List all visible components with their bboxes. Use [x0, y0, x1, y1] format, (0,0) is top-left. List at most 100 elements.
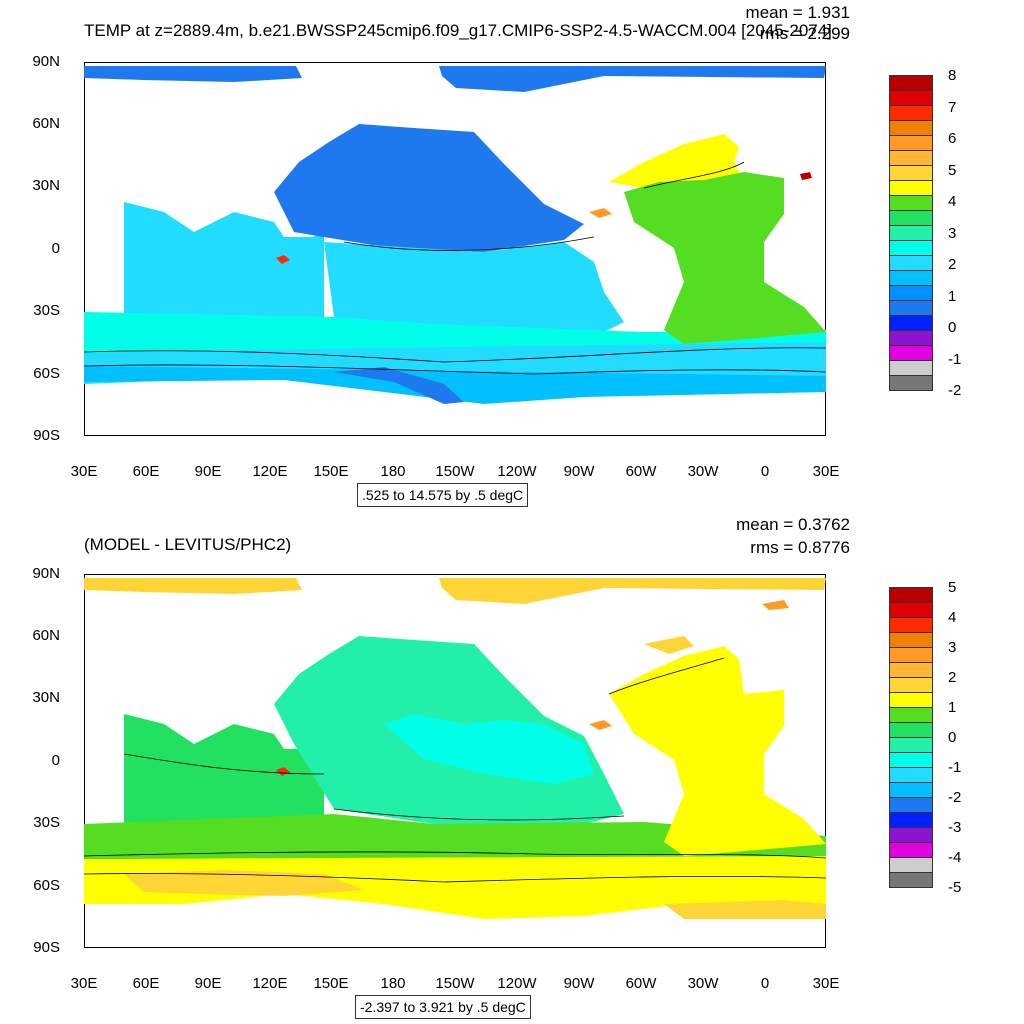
- tropical-pacific-region: [384, 714, 594, 784]
- lon-tick-label: 120E: [252, 975, 288, 992]
- colorbar-label: 5: [948, 161, 957, 179]
- colorbar-swatch: [889, 195, 933, 211]
- lat-tick-label: 0: [51, 752, 60, 769]
- colorbar-label: -2: [948, 789, 962, 806]
- contour-line: [643, 161, 745, 189]
- colorbar-swatch: [889, 180, 933, 196]
- rms-stat: rms = 2.299: [759, 24, 850, 43]
- lon-tick-label: 90W: [563, 463, 595, 480]
- north-pacific-region: [274, 124, 584, 252]
- colorbar-swatch: [889, 210, 933, 226]
- mean-stat: mean = 1.931: [745, 3, 850, 22]
- lon-tick-label: 30E: [812, 975, 840, 992]
- lon-tick-label: 0: [760, 975, 770, 992]
- colorbar-swatch: [889, 587, 933, 603]
- colorbar-label: -4: [948, 849, 962, 866]
- colorbar-swatch: [889, 150, 933, 166]
- red-sea-region: [276, 767, 290, 776]
- colorbar-swatch: [889, 857, 933, 873]
- colorbar-label: 0: [948, 319, 957, 336]
- colorbar-label: 8: [948, 67, 957, 84]
- colorbar-swatch: [889, 345, 933, 361]
- colorbar-swatch: [889, 120, 933, 136]
- contour-range-label: .525 to 14.575 by .5 degC: [357, 483, 529, 507]
- mediterranean-region: [589, 208, 612, 218]
- lon-tick-label: 60E: [132, 463, 160, 480]
- colorbar-label: 2: [948, 669, 957, 686]
- colorbar-label: 5: [948, 579, 957, 596]
- colorbar-swatch: [889, 225, 933, 241]
- lon-tick-label: 60W: [625, 463, 657, 480]
- colorbar-label: 1: [948, 699, 957, 716]
- marginal-sea-region: [800, 172, 812, 180]
- lat-tick-label: 90N: [32, 53, 60, 70]
- lon-tick-label: 120W: [497, 975, 537, 992]
- colorbar-label: 2: [948, 256, 957, 273]
- lon-tick-label: 30E: [70, 975, 98, 992]
- ocean-temperature-map: [84, 66, 826, 404]
- arctic-region: [84, 578, 302, 594]
- lon-tick-label: 0: [760, 463, 770, 480]
- lon-tick-label: 180: [380, 463, 406, 480]
- colorbar-label: 7: [948, 98, 957, 116]
- contour-line: [123, 753, 325, 775]
- colorbar: [889, 587, 933, 888]
- lon-tick-label: 90E: [194, 975, 222, 992]
- colorbar-swatch: [889, 737, 933, 753]
- lon-tick-label: 150W: [435, 463, 475, 480]
- colorbar-swatch: [889, 647, 933, 663]
- lon-tick-label: 120W: [497, 463, 537, 480]
- colorbar-swatch: [889, 722, 933, 738]
- panel-title: TEMP at z=2889.4m, b.e21.BWSSP245cmip6.f…: [84, 21, 832, 40]
- colorbar: [889, 75, 933, 391]
- lon-tick-label: 60E: [132, 975, 160, 992]
- lat-tick-label: 60S: [33, 365, 60, 382]
- red-sea-region: [276, 255, 290, 264]
- lon-tick-label: 30E: [70, 463, 98, 480]
- colorbar-swatch: [889, 75, 933, 91]
- colorbar-swatch: [889, 662, 933, 678]
- colorbar-swatch: [889, 375, 933, 391]
- colorbar-label: -3: [948, 819, 962, 836]
- lon-tick-label: 150E: [313, 975, 349, 992]
- atlantic-region: [624, 172, 826, 344]
- colorbar-swatch: [889, 827, 933, 843]
- colorbar-label: -1: [948, 759, 962, 776]
- temperature-bias-map: [84, 578, 826, 919]
- lat-tick-label: 30N: [32, 689, 60, 706]
- arctic-region: [439, 578, 826, 604]
- colorbar-label: -1: [948, 350, 962, 368]
- lon-tick-label: 150W: [435, 975, 475, 992]
- lon-tick-label: 150E: [313, 463, 349, 480]
- colorbar-swatch: [889, 315, 933, 331]
- mediterranean-region: [589, 720, 612, 730]
- colorbar-swatch: [889, 617, 933, 633]
- arctic-region: [439, 66, 826, 92]
- indian-ocean-region: [124, 714, 324, 829]
- contour-line: [84, 851, 826, 859]
- colorbar-swatch: [889, 105, 933, 121]
- lat-tick-label: 30S: [33, 302, 60, 319]
- atlantic-region: [609, 646, 826, 856]
- lon-tick-label: 180: [380, 975, 406, 992]
- southern-ocean-region: [84, 856, 826, 919]
- colorbar-label: 4: [948, 193, 957, 210]
- colorbar-swatch: [889, 632, 933, 648]
- marginal-sea-region: [762, 600, 789, 610]
- north-atlantic-region: [609, 134, 744, 188]
- lon-tick-label: 30W: [687, 975, 719, 992]
- lon-tick-label: 90W: [563, 975, 595, 992]
- colorbar-label: 4: [948, 609, 957, 626]
- contour-line: [84, 364, 826, 375]
- lon-tick-label: 60W: [625, 975, 657, 992]
- colorbar-swatch: [889, 782, 933, 798]
- contour-line: [333, 808, 625, 821]
- colorbar-swatch: [889, 812, 933, 828]
- mean-stat: mean = 0.3762: [736, 515, 850, 534]
- colorbar-swatch: [889, 270, 933, 286]
- colorbar-swatch: [889, 842, 933, 858]
- south-pacific-region: [324, 242, 624, 347]
- lon-tick-label: 90E: [194, 463, 222, 480]
- contour-range-label: -2.397 to 3.921 by .5 degC: [355, 995, 531, 1019]
- contour-line: [84, 347, 826, 363]
